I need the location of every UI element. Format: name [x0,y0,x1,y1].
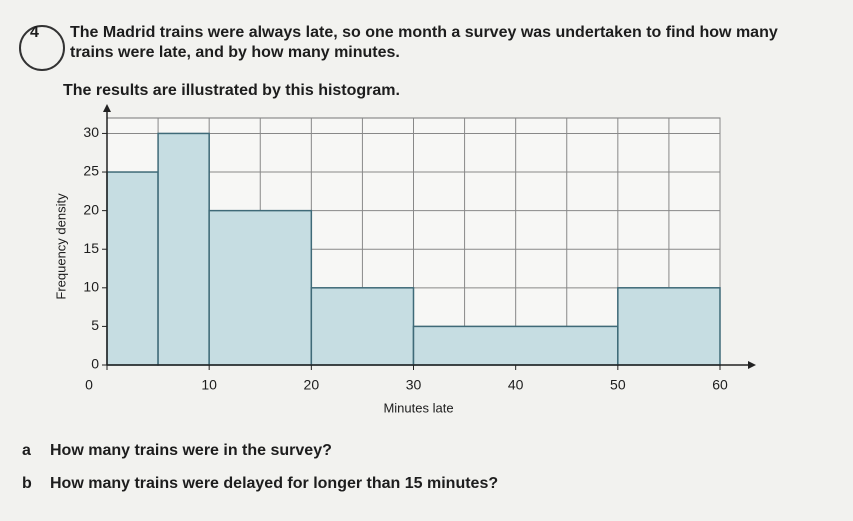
question-line: trains were late, and by how many minute… [70,44,400,61]
histogram: 0 10 20 30 40 50 60 0 5 10 15 20 25 30 Minutes late Fre… [53,104,756,415]
part-letter: b [22,475,32,492]
bar [617,287,721,366]
question-circle [19,25,65,71]
question-line: The Madrid trains were always late, so o… [70,24,778,41]
x-tick-label: 20 [304,377,320,393]
bar [157,132,210,366]
y-axis-label: Frequency density [53,193,68,300]
bar [412,325,619,366]
x-tick-label: 50 [610,377,626,393]
x-tick-label: 40 [508,377,524,393]
x-axis-label: Minutes late [383,400,453,415]
y-axis-arrow [103,104,111,112]
x-tick-label: 10 [201,377,217,393]
part-letter: a [22,442,31,459]
x-tick-label: 60 [712,377,728,393]
y-tick-label: 30 [83,124,99,140]
y-tick-label: 20 [83,201,99,217]
part-text: How many trains were in the survey? [50,442,332,459]
y-tick-label: 0 [91,356,99,372]
y-tick-label: 5 [91,317,99,333]
x-tick-label: 30 [406,377,422,393]
question-number: 4 [30,24,39,41]
x-tick-label: 0 [85,377,93,393]
y-tick-label: 25 [83,163,99,179]
part-text: How many trains were delayed for longer … [50,475,498,492]
question-intro: The results are illustrated by this hist… [63,82,400,99]
y-tick-label: 15 [83,240,99,256]
x-axis-arrow [748,361,756,369]
bar [310,287,415,366]
bar [208,209,313,366]
y-tick-label: 10 [83,279,99,295]
bar [106,171,159,366]
